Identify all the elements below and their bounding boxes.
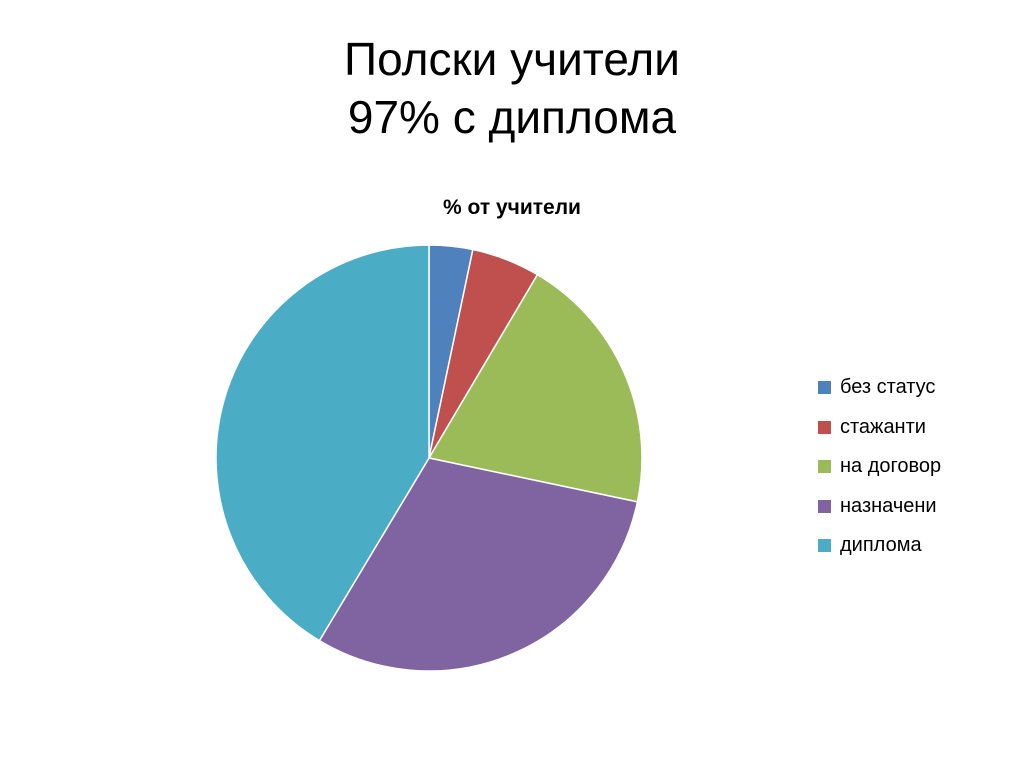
legend-label-stazhanti: стажанти bbox=[840, 415, 926, 438]
legend-item-na-dogovor: на договор bbox=[818, 447, 941, 487]
pie-slice-3 bbox=[318, 457, 639, 672]
slide-title: Полски учители 97% с диплома bbox=[0, 30, 1024, 146]
legend-label-na-dogovor: на договор bbox=[840, 455, 942, 478]
legend-item-naznacheni: назначени bbox=[818, 487, 941, 527]
legend-swatch-bez-status bbox=[818, 381, 831, 395]
legend-swatch-diploma bbox=[818, 539, 831, 553]
legend-swatch-na-dogovor bbox=[818, 460, 831, 474]
legend-item-diploma: диплома bbox=[818, 526, 941, 566]
pie-slice-2 bbox=[427, 273, 643, 503]
pie-slice-4 bbox=[215, 244, 430, 642]
legend-swatch-stazhanti bbox=[818, 420, 831, 434]
legend-item-stazhanti: стажанти bbox=[818, 408, 941, 448]
legend-label-bez-status: без статус bbox=[840, 376, 936, 399]
slide-title-line-2: 97% с диплома bbox=[347, 91, 677, 143]
slide-title-line-1: Полски учители bbox=[344, 33, 680, 85]
legend-item-bez-status: без статус bbox=[818, 368, 941, 408]
chart-title: % от учители bbox=[443, 196, 581, 219]
legend-label-naznacheni: назначени bbox=[840, 494, 937, 517]
legend-swatch-naznacheni bbox=[818, 499, 831, 513]
chart-legend: без статус стажанти на договор назначени… bbox=[818, 368, 941, 566]
legend-label-diploma: диплома bbox=[840, 534, 922, 557]
